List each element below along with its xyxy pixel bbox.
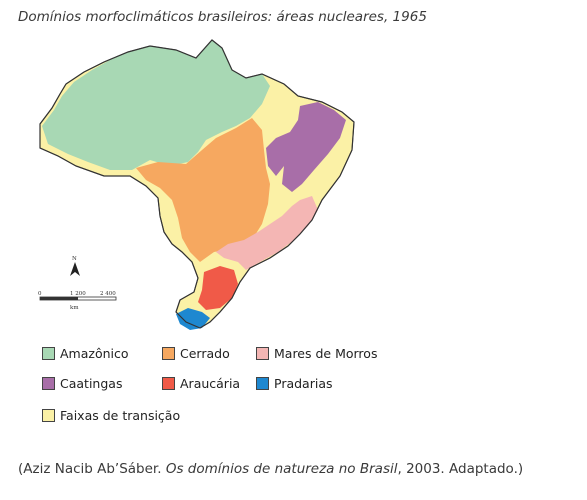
legend-item-pradarias: Pradarias (256, 376, 333, 391)
source-caption: (Aziz Nacib Ab’Sáber. Os domínios de nat… (18, 461, 523, 477)
legend-label: Caatingas (60, 376, 123, 391)
legend-label: Faixas de transição (60, 408, 181, 423)
legend-item-amazonico: Amazônico (42, 346, 129, 361)
caption-suffix: , 2003. Adaptado.) (397, 461, 524, 477)
legend-item-cerrado: Cerrado (162, 346, 230, 361)
caption-work-title: Os domínios de natureza no Brasil (165, 461, 398, 477)
brazil-map: N 0 1 200 2 400 km (38, 39, 355, 330)
legend-item-araucaria: Araucária (162, 376, 240, 391)
north-label: N (72, 256, 77, 262)
legend-item-mares-de-morros: Mares de Morros (256, 346, 377, 361)
legend-item-caatingas: Caatingas (42, 376, 122, 391)
legend-swatch (256, 347, 269, 360)
legend-swatch (42, 347, 55, 360)
mares-de-morros-region (216, 196, 318, 270)
caatingas-region (266, 102, 346, 192)
map-title: Domínios morfoclimáticos brasileiros: ár… (18, 9, 427, 25)
legend-item-faixas-de-transicao: Faixas de transição (42, 408, 180, 423)
legend-label: Araucária (180, 376, 241, 391)
pradarias-region (176, 308, 210, 330)
amazonico-region (42, 40, 270, 170)
country-outline (39, 39, 355, 329)
north-arrow-icon: N (70, 256, 80, 276)
legend-swatch (162, 377, 175, 390)
caption-prefix: (Aziz Nacib Ab’Sáber. (18, 461, 166, 477)
legend-label: Amazônico (60, 346, 129, 361)
legend-swatch (256, 377, 269, 390)
scale-bar: 0 1 200 2 400 km (38, 291, 117, 311)
scale-tick-2: 2 400 (100, 291, 116, 297)
legend-swatch (42, 409, 55, 422)
scale-tick-0: 0 (38, 291, 42, 297)
legend-label: Cerrado (180, 346, 230, 361)
legend-swatch (42, 377, 55, 390)
araucaria-region (198, 266, 238, 310)
scale-unit: km (70, 305, 79, 311)
cerrado-region (136, 118, 270, 262)
legend-label: Pradarias (274, 376, 333, 391)
legend-label: Mares de Morros (274, 346, 378, 361)
scale-tick-1: 1 200 (70, 291, 86, 297)
legend-swatch (162, 347, 175, 360)
